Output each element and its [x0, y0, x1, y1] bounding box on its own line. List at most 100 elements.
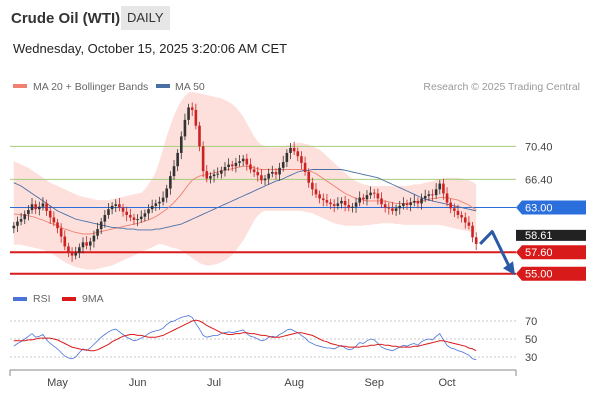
candle [183, 113, 187, 141]
candle [267, 168, 270, 185]
candle [285, 149, 289, 168]
legend-9ma-label: 9MA [82, 293, 104, 305]
candle [118, 198, 121, 212]
candle [205, 164, 209, 183]
candle [223, 162, 227, 177]
candle [198, 121, 201, 152]
candle [63, 230, 67, 251]
candle [362, 193, 365, 205]
legend-ma20-swatch [13, 84, 27, 88]
candle [252, 165, 256, 177]
candle [387, 202, 391, 215]
candle [409, 197, 412, 212]
candle [150, 199, 154, 213]
candle [289, 143, 292, 160]
candle [460, 211, 463, 223]
candle [292, 141, 296, 156]
candle [456, 204, 460, 219]
rsi-9ma-line [13, 319, 477, 352]
candle [85, 236, 88, 250]
candle [96, 222, 99, 240]
timeframe-badge[interactable]: DAILY [121, 6, 170, 30]
candle [307, 168, 311, 188]
candle [169, 171, 172, 195]
level-label-55.00: 55.00 [525, 269, 553, 281]
legend-rsi-swatch [13, 297, 27, 301]
candle [296, 147, 300, 162]
legend-rsi-label: RSI [33, 293, 51, 305]
candle [434, 183, 438, 199]
level-label-63.00: 63.00 [525, 203, 553, 215]
candle [474, 232, 478, 251]
candle [81, 237, 85, 254]
candle [442, 178, 445, 200]
legend-ma50-swatch [156, 84, 170, 88]
candle [420, 193, 423, 210]
candle [88, 237, 92, 251]
rsi-tick-50: 50 [525, 334, 537, 346]
candle [92, 230, 96, 248]
candle [38, 201, 41, 216]
x-tick-jun: Jun [129, 377, 147, 389]
candle [107, 202, 110, 219]
x-tick-sep: Sep [364, 377, 384, 389]
candle [78, 243, 81, 259]
candle [187, 103, 190, 125]
ma20-line [13, 165, 477, 235]
candle [190, 102, 194, 117]
current-price-tag [516, 229, 586, 241]
x-tick-may: May [47, 377, 68, 389]
candle [241, 155, 245, 167]
title-bar: Crude Oil (WTI) DAILY [0, 0, 590, 36]
candle [132, 213, 136, 225]
candle [165, 184, 169, 203]
candle [336, 197, 340, 210]
candle [449, 198, 452, 214]
level-tag-63.00 [516, 200, 586, 215]
candle [453, 203, 456, 218]
candle [256, 167, 260, 182]
candle [161, 191, 165, 206]
legend-ma20-label: MA 20 + Bollinger Bands [33, 81, 148, 93]
candle [172, 159, 176, 180]
rsi-line [13, 315, 477, 361]
candle [372, 188, 376, 199]
candle [445, 187, 449, 207]
current-price-label: 58.61 [525, 230, 553, 242]
candle [278, 162, 281, 181]
candle [179, 131, 183, 160]
level-tag-57.60 [516, 245, 586, 260]
level-label-57.60: 57.60 [525, 247, 553, 259]
level-tag-55.00 [516, 266, 586, 281]
candle [52, 211, 56, 227]
candle [354, 197, 358, 213]
candle [303, 156, 307, 176]
candle [471, 222, 474, 243]
candle [249, 158, 252, 174]
candle [143, 209, 147, 222]
candle [201, 141, 205, 178]
ma50-line [13, 169, 477, 231]
candle [376, 188, 380, 205]
candle [431, 189, 434, 202]
candle [332, 199, 336, 213]
x-tick-oct: Oct [438, 377, 455, 389]
candle [139, 210, 143, 223]
x-tick-aug: Aug [284, 377, 304, 389]
candle [194, 103, 198, 130]
candle [467, 216, 471, 230]
legend-ma50-label: MA 50 [175, 81, 205, 93]
projection-arrowhead [503, 261, 515, 276]
candle [463, 212, 467, 229]
candle [369, 186, 372, 199]
candle [48, 205, 52, 224]
candle [99, 217, 103, 235]
candle [216, 167, 219, 179]
candle [59, 223, 63, 243]
rsi-tick-70: 70 [525, 316, 537, 328]
candle [19, 212, 23, 226]
candle [329, 198, 332, 210]
candle [245, 153, 249, 171]
candle [154, 199, 158, 211]
